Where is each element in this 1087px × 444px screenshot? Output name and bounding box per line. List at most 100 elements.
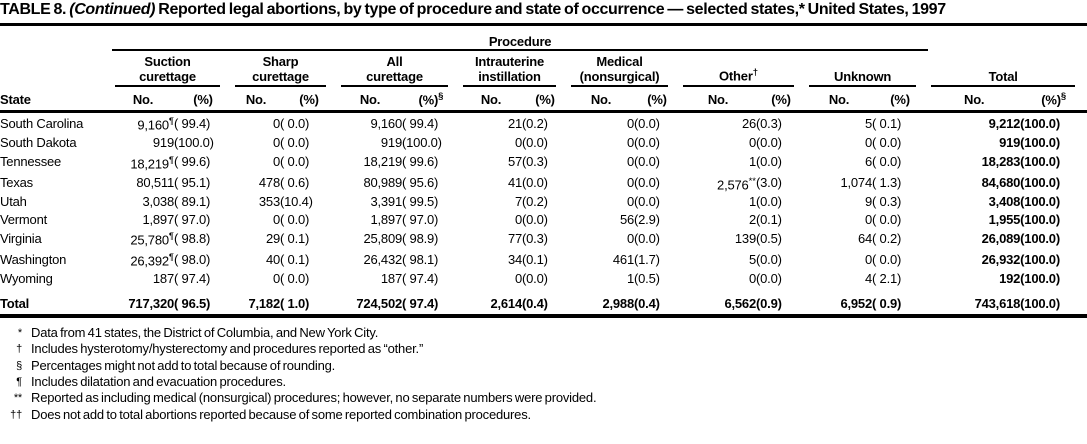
count-cell: 478	[258, 175, 280, 191]
count-cell: 724,502	[338, 287, 402, 319]
count-cell: 743,618	[928, 287, 1021, 319]
count-cell: 9,160	[370, 116, 402, 132]
section-footnote-marker: §	[438, 91, 444, 103]
percent-cell: ( 0.0)	[872, 211, 902, 227]
group-header-other: Other†	[680, 50, 806, 88]
group-header-total: Total	[928, 50, 1087, 88]
count-cell: 6	[864, 154, 872, 170]
percent-cell: ( 0.0)	[872, 135, 902, 151]
count-cell: 3,038	[142, 194, 174, 210]
count-cell: 187	[152, 271, 174, 287]
state-name: Vermont	[0, 211, 48, 227]
count-cell: 4	[864, 271, 872, 287]
procedure-spanner-row: Procedure	[0, 34, 1087, 51]
percent-cell: (0.0)	[634, 116, 660, 132]
count-cell: 139	[734, 231, 756, 247]
pct-column-header: (%)	[872, 87, 929, 114]
group-label: Sharp curettage	[252, 54, 309, 84]
no-column-header: No.	[568, 87, 634, 114]
percent-cell: (100.0)	[1020, 194, 1060, 210]
count-cell: 1	[748, 194, 756, 210]
footnote: † Includes hysterotomy/hysterectomy and p…	[0, 341, 1087, 357]
percent-cell: ( 0.0)	[280, 135, 310, 151]
count-cell: 2,988	[568, 287, 634, 319]
count-cell: 18,283	[981, 154, 1021, 170]
count-cell: 84,680	[981, 175, 1021, 191]
percent-cell: (0.3)	[756, 116, 782, 132]
percent-cell: ( 0.3)	[872, 194, 902, 210]
section-footnote-marker: §	[1060, 91, 1067, 103]
count-cell: 0	[626, 175, 634, 191]
count-cell: 25,780¶	[130, 231, 174, 248]
count-cell: 0	[272, 211, 280, 227]
state-name: Texas	[0, 175, 33, 191]
percent-cell: ( 97.4)	[402, 287, 460, 319]
percent-cell: ( 0.1)	[280, 231, 310, 247]
percent-cell: (0.5)	[756, 231, 782, 247]
count-cell: 461	[612, 251, 634, 267]
spacer-cell	[0, 34, 112, 50]
footnote-marker: *	[17, 327, 22, 340]
state-name: South Dakota	[0, 135, 77, 151]
count-cell: 1,897	[142, 211, 174, 227]
footnote: * Data from 41 states, the District of Co…	[0, 325, 1087, 341]
footnote-marker: ††	[10, 408, 22, 421]
percent-cell: (100.0)	[1020, 154, 1060, 170]
pct-column-header: (%)	[280, 87, 338, 114]
pct-column-header: (%)	[756, 87, 806, 114]
percent-cell: ( 99.4)	[402, 116, 439, 132]
count-cell: 34	[507, 251, 522, 267]
state-name: South Carolina	[0, 116, 84, 132]
group-label: Intrauterine instillation	[474, 54, 545, 84]
percent-cell: (0.4)	[522, 287, 568, 319]
percent-cell: ( 1.0)	[280, 287, 338, 319]
table-row: Utah 3,038( 89.1) 353 (10.4) 3,391( 99.5) 7 (0…	[0, 193, 1087, 211]
count-cell: 6,562	[680, 287, 756, 319]
no-column-header: No.	[928, 87, 1021, 114]
percent-cell: ( 99.6)	[402, 154, 439, 170]
count-cell: 21	[507, 116, 522, 132]
percent-cell: ( 98.8)	[174, 231, 211, 247]
group-header-all-curettage: All curettage	[338, 50, 460, 88]
group-header-medical-nonsurgical: Medical (nonsurgical)	[568, 50, 680, 88]
count-cell: 1,897	[370, 211, 402, 227]
footnote-text: Includes hysterotomy/hysterectomy and pr…	[31, 341, 424, 357]
footnote: § Percentages might not add to total beca…	[0, 358, 1087, 374]
group-label: Other†	[719, 67, 758, 84]
percent-cell: (100.0)	[1020, 116, 1060, 132]
percent-cell: ( 97.4)	[402, 271, 439, 287]
percent-cell: ( 0.6)	[280, 175, 310, 191]
count-cell: 3,391	[370, 194, 402, 210]
count-cell: 41	[507, 175, 522, 191]
percent-cell: (0.0)	[756, 271, 782, 287]
count-cell: 80,989	[363, 175, 402, 191]
count-cell: 0	[514, 135, 522, 151]
count-cell: 0	[272, 271, 280, 287]
count-cell: 5	[748, 251, 756, 267]
footnote-text: Percentages might not add to total becau…	[31, 357, 336, 373]
count-cell: 26,089	[981, 231, 1021, 247]
table-row: Washington 26,392¶( 98.0) 40( 0.1) 26,432( …	[0, 249, 1087, 270]
table-body: South Carolina 9,160¶( 99.4) 0( 0.0) 9,160(…	[0, 112, 1087, 319]
percent-cell: (3.0)	[756, 175, 782, 191]
percent-cell: (0.0)	[634, 135, 660, 151]
percent-cell: (0.9)	[756, 287, 806, 319]
group-label: Suction curettage	[139, 54, 196, 84]
percent-cell: ( 99.4)	[174, 116, 211, 132]
percent-cell: ( 0.0)	[280, 271, 310, 287]
percent-cell: (0.0)	[756, 135, 782, 151]
percent-cell: ( 98.1)	[402, 251, 439, 267]
count-cell: 80,511	[136, 175, 174, 191]
dagger-footnote-marker: †	[752, 67, 758, 79]
percent-cell: ( 98.9)	[402, 231, 439, 247]
percent-cell: ( 0.2)	[872, 231, 902, 247]
count-cell: 25,809	[363, 231, 402, 247]
count-cell: 26,392¶	[130, 252, 174, 269]
no-column-header: No.	[338, 87, 402, 114]
procedure-group-header: Procedure	[112, 34, 929, 51]
group-header-unknown: Unknown	[806, 50, 928, 88]
percent-cell: ( 0.1)	[872, 116, 902, 132]
no-column-header: No.	[460, 87, 522, 114]
spacer-cell	[0, 50, 112, 87]
